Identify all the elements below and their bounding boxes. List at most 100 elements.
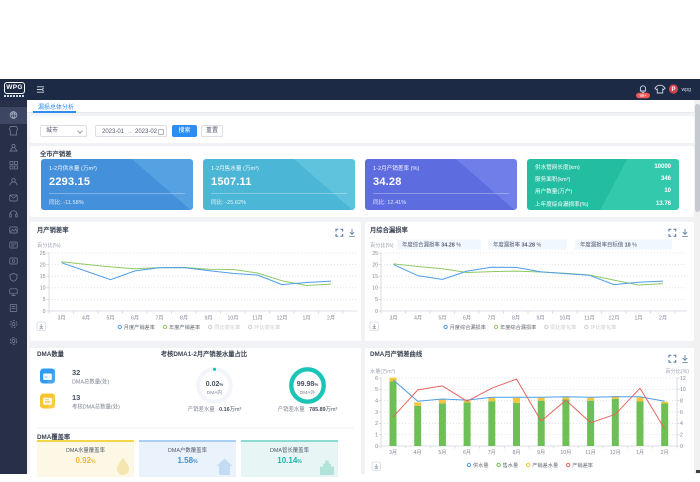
svg-text:售水量: 售水量 <box>503 461 519 469</box>
svg-text:5月: 5月 <box>106 315 114 322</box>
svg-text:DMA外: DMA外 <box>300 389 316 396</box>
svg-text:7月: 7月 <box>488 449 496 456</box>
svg-text:年度产销差率: 年度产销差率 <box>169 323 200 331</box>
svg-text:5月: 5月 <box>438 315 446 322</box>
svg-text:年度综合漏损率: 年度综合漏损率 <box>500 323 536 331</box>
svg-text:2: 2 <box>375 421 378 427</box>
svg-text:1月: 1月 <box>636 449 644 456</box>
svg-text:2月: 2月 <box>327 315 335 322</box>
svg-text:2月: 2月 <box>659 315 667 322</box>
svg-text:10: 10 <box>372 286 378 292</box>
svg-text:12: 12 <box>680 376 686 382</box>
svg-text:10月: 10月 <box>560 449 571 456</box>
svg-text:DMA覆盖率: DMA覆盖率 <box>37 432 71 441</box>
svg-text:9月: 9月 <box>536 315 544 322</box>
svg-text:4: 4 <box>375 399 378 405</box>
svg-text:水量(万m³): 水量(万m³) <box>370 367 395 375</box>
svg-text:13: 13 <box>72 393 80 402</box>
svg-text:8: 8 <box>680 399 683 405</box>
svg-text:12月: 12月 <box>277 315 288 322</box>
svg-text:11月: 11月 <box>252 315 263 322</box>
svg-text:15: 15 <box>40 274 46 280</box>
svg-text:DMA内: DMA内 <box>207 389 223 396</box>
svg-text:9月: 9月 <box>204 315 212 322</box>
svg-text:0: 0 <box>43 309 46 315</box>
svg-text:3月: 3月 <box>57 315 65 322</box>
svg-text:百分比(%): 百分比(%) <box>665 367 689 375</box>
svg-text:产销差水量: 产销差水量 <box>532 461 558 469</box>
svg-text:DMA数量: DMA数量 <box>37 349 65 358</box>
svg-text:8月: 8月 <box>512 315 520 322</box>
svg-text:32: 32 <box>72 368 80 377</box>
svg-text:12月: 12月 <box>610 449 621 456</box>
svg-text:4: 4 <box>680 421 683 427</box>
svg-text:25: 25 <box>40 251 46 257</box>
svg-text:11月: 11月 <box>585 449 596 456</box>
svg-text:10月: 10月 <box>560 315 571 322</box>
svg-text:年度综合漏损率 34.28 %: 年度综合漏损率 34.28 % <box>402 241 461 249</box>
svg-text:25: 25 <box>372 251 378 257</box>
svg-text:3月: 3月 <box>389 449 397 456</box>
svg-text:2月: 2月 <box>661 449 669 456</box>
svg-text:9月: 9月 <box>537 449 545 456</box>
svg-text:5: 5 <box>375 387 378 393</box>
svg-text:环比变化率: 环比变化率 <box>254 323 280 331</box>
svg-text:10: 10 <box>40 286 46 292</box>
svg-text:考核DMA1-2月产销差水量占比: 考核DMA1-2月产销差水量占比 <box>161 349 248 358</box>
svg-text:月度产销差率: 月度产销差率 <box>124 323 155 331</box>
svg-text:12月: 12月 <box>609 315 620 322</box>
svg-text:同比变化率: 同比变化率 <box>550 323 576 331</box>
svg-text:0: 0 <box>375 444 378 450</box>
svg-text:环比变化率: 环比变化率 <box>590 323 616 331</box>
svg-text:月产销差率: 月产销差率 <box>36 225 69 234</box>
svg-text:4月: 4月 <box>414 449 422 456</box>
svg-text:5: 5 <box>43 297 46 303</box>
svg-text:6: 6 <box>680 410 683 416</box>
svg-text:6: 6 <box>375 376 378 382</box>
svg-text:6月: 6月 <box>463 315 471 322</box>
svg-text:百分比(%): 百分比(%) <box>37 241 61 249</box>
svg-text:4月: 4月 <box>82 315 90 322</box>
svg-text:6月: 6月 <box>131 315 139 322</box>
svg-text:供水量: 供水量 <box>473 461 489 469</box>
svg-text:1月: 1月 <box>634 315 642 322</box>
svg-text:考核DMA总数量(处): 考核DMA总数量(处) <box>72 403 120 411</box>
svg-text:10: 10 <box>680 387 686 393</box>
svg-text:月度综合漏损率: 月度综合漏损率 <box>450 323 486 331</box>
svg-text:3月: 3月 <box>389 315 397 322</box>
svg-text:7月: 7月 <box>155 315 163 322</box>
svg-text:5月: 5月 <box>438 449 446 456</box>
svg-text:8月: 8月 <box>180 315 188 322</box>
svg-text:3: 3 <box>375 410 378 416</box>
svg-text:7月: 7月 <box>487 315 495 322</box>
svg-text:P: P <box>671 87 675 93</box>
svg-text:1: 1 <box>375 433 378 439</box>
svg-text:产销差水量 0.16万m³: 产销差水量 0.16万m³ <box>188 405 242 413</box>
svg-text:同比变化率: 同比变化率 <box>214 323 240 331</box>
svg-text:0: 0 <box>375 309 378 315</box>
svg-text:4月: 4月 <box>414 315 422 322</box>
svg-text:0: 0 <box>680 444 683 450</box>
svg-text:0.02%: 0.02% <box>206 381 224 388</box>
svg-text:2: 2 <box>680 433 683 439</box>
svg-text:月综合漏损率: 月综合漏损率 <box>369 225 408 234</box>
svg-text:5: 5 <box>375 297 378 303</box>
svg-text:DMA月产销差曲线: DMA月产销差曲线 <box>370 349 423 358</box>
svg-text:6月: 6月 <box>463 449 471 456</box>
svg-text:20: 20 <box>40 262 46 268</box>
svg-text:99+: 99+ <box>639 93 647 98</box>
svg-text:wpg: wpg <box>682 87 692 93</box>
svg-text:年度漏损率目标值 10 %: 年度漏损率目标值 10 % <box>580 241 637 249</box>
svg-text:8月: 8月 <box>512 449 520 456</box>
svg-text:11月: 11月 <box>584 315 595 322</box>
svg-text:产销差率: 产销差率 <box>572 461 593 469</box>
svg-text:10月: 10月 <box>228 315 239 322</box>
svg-text:DMA总数量(处): DMA总数量(处) <box>72 378 109 386</box>
svg-text:1月: 1月 <box>302 315 310 322</box>
svg-text:99.98%: 99.98% <box>297 381 319 388</box>
svg-text:20: 20 <box>372 262 378 268</box>
svg-text:产销差水量 785.89万m³: 产销差水量 785.89万m³ <box>278 405 338 413</box>
svg-text:百分比(%): 百分比(%) <box>370 241 394 249</box>
svg-text:年度漏损率 34.28 %: 年度漏损率 34.28 % <box>493 241 541 249</box>
svg-text:15: 15 <box>372 274 378 280</box>
